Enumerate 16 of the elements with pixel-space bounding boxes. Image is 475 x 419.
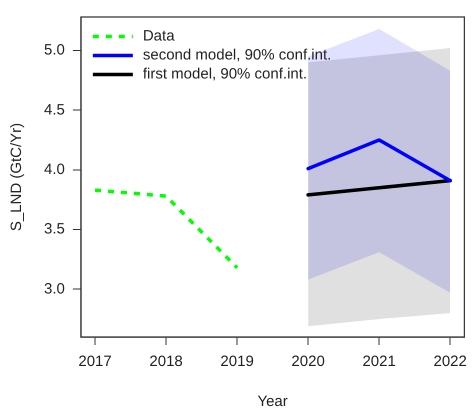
x-axis-title: Year [257,393,288,410]
x-tick-label: 2019 [220,353,254,370]
y-tick-label: 3.5 [44,220,65,238]
legend-label: first model, 90% conf.int. [142,66,308,83]
y-tick-label: 3.0 [44,280,65,298]
legend-label: second model, 90% conf.int. [142,46,332,64]
x-tick-label: 2022 [433,353,467,370]
y-tick-label: 4.5 [44,101,65,118]
y-axis-title: S_LND (GtC/Yr) [8,122,26,232]
y-tick-label: 5.0 [44,42,65,59]
x-tick-label: 2017 [78,353,112,370]
y-tick-label: 4.0 [44,160,65,178]
x-tick-label: 2021 [362,353,396,370]
legend-label: Data [142,28,176,45]
x-tick-label: 2018 [149,353,183,370]
x-tick-label: 2020 [291,353,325,370]
